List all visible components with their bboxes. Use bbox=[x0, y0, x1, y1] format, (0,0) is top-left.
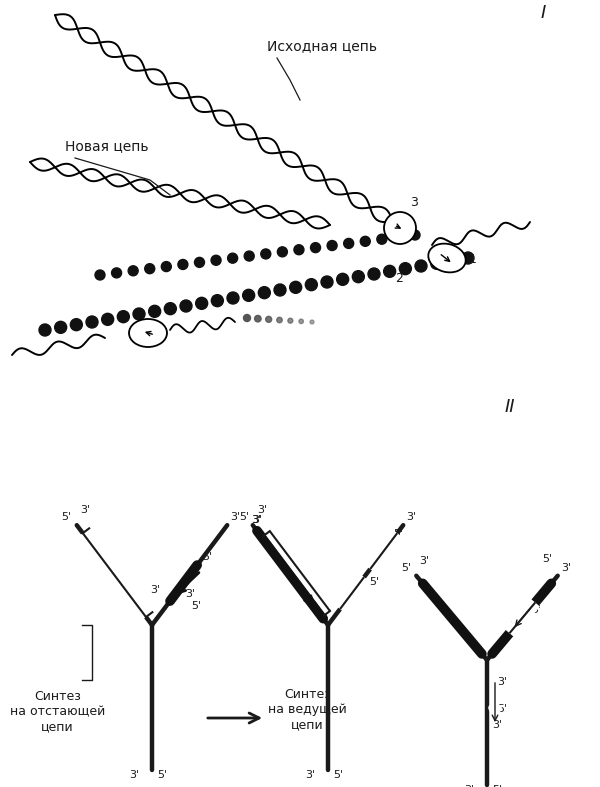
Circle shape bbox=[178, 260, 188, 269]
Text: 3': 3' bbox=[252, 515, 262, 525]
Circle shape bbox=[244, 251, 254, 261]
Circle shape bbox=[55, 321, 67, 334]
Text: 3': 3' bbox=[303, 591, 313, 601]
Circle shape bbox=[344, 238, 353, 249]
Text: 5': 5' bbox=[333, 770, 343, 780]
Text: 3': 3' bbox=[80, 505, 90, 515]
Circle shape bbox=[410, 230, 420, 240]
Text: 5': 5' bbox=[492, 785, 502, 787]
Circle shape bbox=[394, 232, 403, 242]
Circle shape bbox=[133, 308, 145, 320]
Circle shape bbox=[261, 249, 271, 259]
Circle shape bbox=[277, 317, 282, 323]
Text: 5': 5' bbox=[202, 552, 212, 562]
Circle shape bbox=[164, 303, 176, 315]
Text: 5': 5' bbox=[542, 554, 553, 563]
Circle shape bbox=[400, 263, 412, 275]
Circle shape bbox=[70, 319, 82, 331]
Text: 3': 3' bbox=[509, 621, 520, 631]
Circle shape bbox=[259, 286, 271, 299]
Circle shape bbox=[211, 294, 223, 307]
Circle shape bbox=[227, 292, 239, 304]
Circle shape bbox=[290, 281, 302, 294]
Circle shape bbox=[384, 212, 416, 244]
Text: 5': 5' bbox=[191, 601, 202, 611]
Text: 5': 5' bbox=[497, 704, 507, 714]
Circle shape bbox=[446, 255, 458, 267]
Circle shape bbox=[415, 260, 427, 272]
Circle shape bbox=[266, 316, 272, 323]
Text: II: II bbox=[505, 398, 515, 416]
Text: 2: 2 bbox=[395, 272, 403, 285]
Circle shape bbox=[242, 290, 254, 301]
Circle shape bbox=[149, 305, 161, 317]
Circle shape bbox=[310, 320, 314, 324]
Ellipse shape bbox=[129, 319, 167, 347]
Text: 5': 5' bbox=[532, 605, 542, 615]
Text: Новая цепь: Новая цепь bbox=[65, 139, 149, 153]
Text: 3': 3' bbox=[419, 556, 430, 566]
Text: Исходная цепь: Исходная цепь bbox=[267, 39, 377, 53]
Circle shape bbox=[39, 324, 51, 336]
Circle shape bbox=[294, 245, 304, 255]
Text: 3': 3' bbox=[497, 677, 507, 687]
Circle shape bbox=[327, 241, 337, 250]
Circle shape bbox=[254, 316, 261, 322]
Text: 3': 3' bbox=[464, 785, 474, 787]
Circle shape bbox=[337, 273, 349, 286]
Circle shape bbox=[161, 261, 172, 272]
Circle shape bbox=[299, 319, 304, 323]
Circle shape bbox=[352, 271, 364, 283]
Text: 3': 3' bbox=[305, 770, 315, 780]
Circle shape bbox=[95, 270, 105, 280]
Text: 1: 1 bbox=[469, 253, 477, 266]
Text: 3: 3 bbox=[410, 196, 418, 209]
Text: Синтез
на ведущей
цепи: Синтез на ведущей цепи bbox=[268, 688, 347, 731]
Circle shape bbox=[431, 257, 443, 269]
Circle shape bbox=[244, 315, 251, 322]
Text: 3': 3' bbox=[150, 585, 160, 595]
Text: 5': 5' bbox=[369, 577, 379, 587]
Circle shape bbox=[86, 316, 98, 328]
Circle shape bbox=[311, 242, 320, 253]
Text: 5': 5' bbox=[62, 512, 72, 522]
Text: 3': 3' bbox=[185, 589, 196, 600]
Text: 5': 5' bbox=[309, 602, 319, 612]
Circle shape bbox=[305, 279, 317, 290]
Circle shape bbox=[462, 252, 474, 264]
Circle shape bbox=[180, 300, 192, 312]
Text: 3': 3' bbox=[257, 505, 267, 515]
Circle shape bbox=[118, 311, 130, 323]
Circle shape bbox=[128, 266, 138, 275]
Circle shape bbox=[274, 284, 286, 296]
Text: 5': 5' bbox=[157, 770, 167, 780]
Text: 3': 3' bbox=[230, 512, 241, 522]
Circle shape bbox=[194, 257, 205, 268]
Text: 3': 3' bbox=[251, 515, 262, 525]
Circle shape bbox=[368, 268, 380, 280]
Text: 3': 3' bbox=[561, 563, 571, 573]
Text: 3': 3' bbox=[129, 770, 139, 780]
Circle shape bbox=[211, 255, 221, 265]
Text: 5': 5' bbox=[393, 529, 403, 539]
Text: 5': 5' bbox=[239, 512, 250, 522]
Circle shape bbox=[377, 235, 387, 244]
Text: Синтез
на отстающей
цепи: Синтез на отстающей цепи bbox=[10, 690, 105, 733]
Circle shape bbox=[112, 268, 122, 278]
Circle shape bbox=[360, 236, 370, 246]
Circle shape bbox=[227, 253, 238, 263]
Ellipse shape bbox=[428, 244, 466, 272]
Text: 5': 5' bbox=[401, 563, 411, 573]
Circle shape bbox=[383, 265, 395, 277]
Circle shape bbox=[145, 264, 155, 274]
Circle shape bbox=[288, 318, 293, 323]
Circle shape bbox=[321, 276, 333, 288]
Circle shape bbox=[196, 297, 208, 309]
Text: 3': 3' bbox=[492, 720, 502, 730]
Circle shape bbox=[101, 313, 113, 325]
Text: 3': 3' bbox=[406, 512, 416, 522]
Text: I: I bbox=[541, 4, 545, 22]
Circle shape bbox=[277, 247, 287, 257]
